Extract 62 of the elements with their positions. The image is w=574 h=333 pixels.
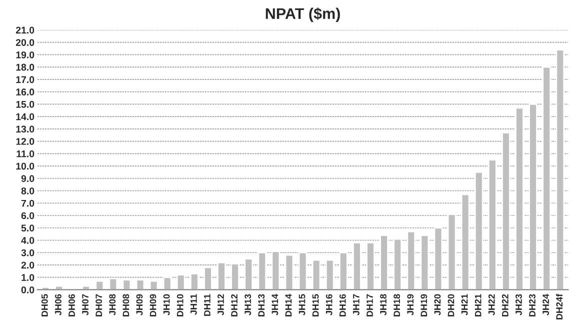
x-tick-label: JH22 [488, 294, 495, 316]
x-tick-label: DH14 [285, 294, 292, 316]
x-tick-label: JH11 [190, 294, 197, 315]
x-tick-label: JH21 [461, 294, 468, 316]
y-tick-label: 17.0 [16, 76, 34, 84]
x-tick-label: JH19 [407, 294, 414, 316]
x-tick-label: JH06 [55, 294, 62, 316]
x-tick-label: JH14 [272, 294, 278, 316]
x-tick-label: DH09 [150, 294, 156, 316]
y-tick-label: 16.0 [16, 88, 34, 96]
x-tick-label: DH21 [474, 294, 482, 316]
y-tick-label: 0.0 [21, 286, 34, 294]
y-tick-label: 2.0 [21, 262, 34, 269]
y-tick-label: 15.0 [16, 100, 34, 108]
x-tick-label: JH24 [542, 294, 550, 316]
y-tick-label: 7.0 [21, 200, 34, 207]
y-tick-label: 8.0 [21, 187, 34, 194]
x-tick-label: DH17 [366, 294, 373, 316]
y-tick-label: 21.0 [16, 26, 34, 34]
y-tick-label: 3.0 [21, 249, 34, 256]
y-tick-label: 13.0 [16, 126, 34, 133]
x-tick-label: DH05 [41, 294, 48, 316]
x-tick-label: JH15 [298, 294, 306, 316]
x-tick-label: JH23 [516, 294, 522, 316]
x-tick-label: JH18 [380, 294, 386, 316]
x-tick-label: DH20 [448, 294, 454, 316]
x-tick-label: JH16 [326, 294, 332, 316]
y-tick-label: 11.0 [16, 150, 34, 158]
y-tick-label: 10.0 [16, 162, 34, 170]
y-tick-label: 14.0 [16, 113, 34, 120]
x-tick-label: JH12 [218, 294, 224, 316]
x-tick-label: JH07 [82, 294, 88, 316]
x-tick-label: DH15 [312, 294, 319, 316]
x-tick-label: JH09 [136, 294, 143, 316]
x-tick-label: JH13 [244, 294, 252, 316]
x-tick-label: JH10 [163, 294, 170, 316]
x-tick-label: DH23 [529, 294, 536, 316]
x-tick-label: DH13 [258, 294, 265, 316]
x-tick-label: DH18 [394, 294, 400, 316]
x-tick-label: DH10 [176, 294, 184, 316]
y-tick-label: 18.0 [16, 64, 34, 71]
x-tick-label: DH11 [204, 294, 210, 316]
x-tick-label: DH22 [502, 294, 508, 316]
chart-title: NPAT ($m) [266, 8, 340, 22]
x-tick-label: JH17 [353, 294, 360, 316]
x-tick-label: DH16 [339, 294, 346, 316]
x-tick-label: DH19 [420, 294, 428, 316]
y-tick-label: 4.0 [21, 236, 34, 244]
x-tick-label: DH12 [231, 294, 238, 316]
y-tick-label: 19.0 [16, 51, 34, 58]
y-tick-label: 20.0 [16, 39, 34, 46]
y-tick-label: 6.0 [21, 212, 34, 220]
x-tick-label: DH08 [122, 294, 130, 316]
y-tick-label: 5.0 [21, 224, 34, 232]
x-tick-label: DH07 [96, 294, 102, 316]
y-tick-label: 12.0 [16, 138, 34, 145]
x-tick-label: DH24f [556, 294, 562, 320]
y-tick-label: 1.0 [22, 274, 34, 281]
x-tick-label: DH06 [68, 294, 75, 316]
y-tick-label: 9.0 [21, 175, 34, 182]
x-tick-label: JH20 [434, 294, 441, 316]
x-tick-label: JH08 [109, 294, 116, 316]
